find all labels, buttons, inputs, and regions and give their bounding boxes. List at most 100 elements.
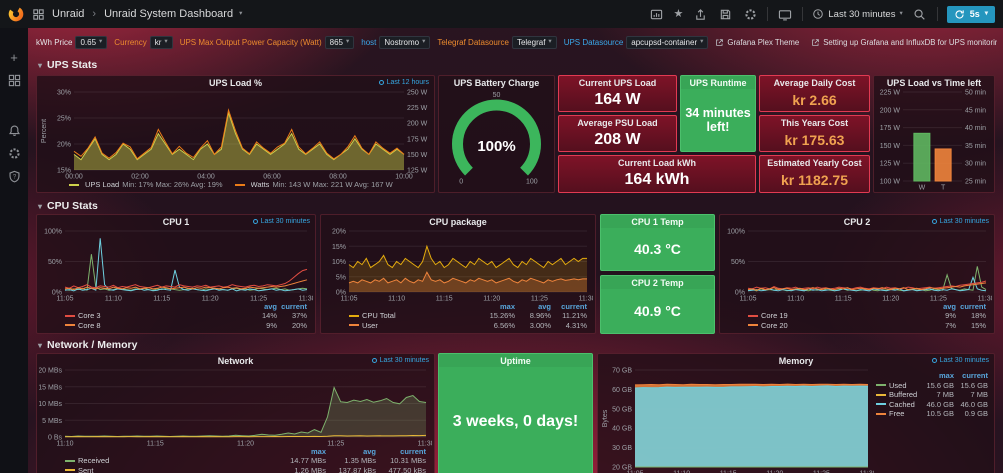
help-shield-icon[interactable]: ? (7, 169, 21, 183)
dashboards-icon[interactable] (7, 73, 21, 87)
legend-item[interactable]: UPS Load Min: 17% Max: 26% Avg: 19% (69, 180, 223, 189)
chart-plot[interactable]: 30% 25% 20% 15% 250 W 225 W 200 W 175 W 150 W 125… (39, 89, 432, 181)
legend-item[interactable]: Watts Min: 143 W Max: 221 W Avg: 167 W (234, 180, 393, 189)
panel-title[interactable]: CPU package (429, 217, 487, 227)
legend-row[interactable]: Cached 46.0 GB 46.0 GB (876, 400, 988, 410)
variable-value-dropdown[interactable]: kr ▾ (149, 35, 173, 49)
dashboard-title-caret-icon[interactable]: ▾ (239, 9, 243, 17)
variable-value-dropdown[interactable]: Nostromo ▾ (379, 35, 431, 49)
svg-text:125 W: 125 W (407, 168, 428, 175)
link-grafana-plex-theme[interactable]: Grafana Plex Theme (715, 38, 799, 47)
variable-value-dropdown[interactable]: 0.65 ▾ (75, 35, 108, 49)
share-icon[interactable] (692, 6, 708, 22)
legend-row[interactable]: Sent 1.26 MBs 137.87 kBs 477.50 kBs (65, 466, 426, 473)
ups-load-vs-time-chart[interactable]: 225 W 200 W 175 W 150 W 125 W 100 W 50 min 45 m… (874, 89, 994, 192)
star-icon[interactable]: ★ (673, 7, 684, 20)
series-color-swatch (876, 412, 886, 415)
panel-title[interactable]: Average PSU Load (577, 118, 658, 128)
panel-title[interactable]: Network (217, 356, 254, 366)
svg-text:0 Bs: 0 Bs (48, 435, 63, 442)
ups-load-chart[interactable]: 30% 25% 20% 15% 250 W 225 W 200 W 175 W 150 W 125… (37, 89, 434, 192)
network-chart[interactable]: 20 MBs 15 MBs 10 MBs 5 MBs 0 Bs 11:10 11:15 11:… (37, 367, 434, 473)
legend-row[interactable]: Core 8 9% 20% (65, 321, 307, 331)
grafana-logo-icon[interactable] (8, 6, 24, 22)
legend-row[interactable]: Free 10.5 GB 0.9 GB (876, 409, 988, 419)
zoom-out-icon[interactable] (912, 6, 928, 22)
variable-value-dropdown[interactable]: apcupsd-container ▾ (626, 35, 709, 49)
legend-row[interactable]: Received 14.77 MBs 1.35 MBs 10.31 MBs (65, 456, 426, 466)
panel-title[interactable]: UPS Battery Charge (453, 78, 540, 88)
time-range-picker[interactable]: Last 30 minutes ▾ (812, 8, 903, 20)
panel-title[interactable]: Estimated Yearly Cost (767, 158, 862, 168)
legend-row[interactable]: Core 20 7% 15% (748, 321, 986, 331)
time-range-label: Last 30 minutes (828, 8, 896, 20)
cpu1-chart[interactable]: 100% 50% 0%11:05 11:10 11:15 11:20 11:25 11:30a… (37, 228, 316, 333)
variable-value-dropdown[interactable]: 865 ▾ (324, 35, 355, 49)
legend-row[interactable]: Core 3 14% 37% (65, 311, 307, 321)
memory-chart[interactable]: 70 GB 60 GB 50 GB 40 GB 30 GB 20 GB Bytes 11:05… (598, 367, 994, 473)
cpu-package-chart[interactable]: 20% 15% 10% 5% 0% 11:05 11:10 11:15 11:20 11:25 11… (321, 228, 596, 333)
row-header-network-memory[interactable]: ▾ Network / Memory (38, 339, 138, 351)
stat-value: 164 kWh (624, 171, 690, 189)
refresh-control[interactable]: 5s ▾ (946, 5, 995, 23)
panel-title[interactable]: Current UPS Load (578, 78, 657, 88)
create-plus-icon[interactable]: + (10, 49, 18, 65)
legend-header: avg current (264, 301, 307, 311)
cpu2-chart[interactable]: 100% 50% 0%11:05 11:10 11:15 11:20 11:25 11:30a… (720, 228, 995, 333)
panel-title[interactable]: Memory (778, 356, 814, 366)
battery-gauge[interactable]: 0 50 100 100% (439, 89, 554, 192)
breadcrumb-app[interactable]: Unraid (52, 8, 85, 20)
legend-row[interactable]: CPU Total 15.26% 8.96% 11.21% (349, 311, 587, 321)
panel-title[interactable]: UPS Runtime (681, 76, 755, 89)
panel-title[interactable]: CPU 2 (843, 217, 871, 227)
chart-plot[interactable]: 0 50 100 100% (441, 89, 552, 191)
variable-label: UPS Max Output Power Capacity (Watt) (179, 37, 322, 47)
svg-text:50 min: 50 min (965, 90, 986, 97)
svg-text:100%: 100% (44, 229, 62, 236)
panel-title[interactable]: UPS Load vs Time left (886, 78, 982, 88)
chart-plot[interactable]: 100% 50% 0%11:05 11:10 11:15 11:20 11:25 11:30 (722, 228, 995, 303)
row-header-ups-stats[interactable]: ▾ UPS Stats (38, 59, 98, 71)
link-ups-monitoring-guide[interactable]: Setting up Grafana and InfluxDB for UPS … (811, 38, 997, 47)
clock-icon (813, 9, 824, 19)
settings-gear-icon[interactable] (742, 6, 758, 22)
panel-cpu1-temp: CPU 1 Temp 40.3 °C (600, 214, 715, 271)
panel-title[interactable]: Uptime (439, 354, 592, 367)
svg-text:11:10: 11:10 (388, 296, 405, 303)
chart-plot[interactable]: 225 W 200 W 175 W 150 W 125 W 100 W 50 min 45 m… (876, 89, 992, 192)
legend-row[interactable]: User 6.56% 3.00% 4.31% (349, 321, 587, 331)
panel-title[interactable]: CPU 1 (162, 217, 190, 227)
clock-icon (252, 219, 258, 224)
panel-title[interactable]: UPS Load % (208, 78, 262, 88)
chevron-down-icon: ▾ (422, 37, 426, 45)
row-header-cpu-stats[interactable]: ▾ CPU Stats (38, 200, 98, 212)
svg-text:50%: 50% (731, 259, 745, 266)
configuration-gear-icon[interactable] (7, 146, 21, 160)
legend-row[interactable]: Core 19 9% 18% (748, 311, 986, 321)
row-ups-stats: UPS Load % Last 12 hours 30% 25% 20% 15% 250… (28, 75, 1003, 193)
svg-text:5 MBs: 5 MBs (42, 418, 62, 425)
chart-plot[interactable]: 70 GB 60 GB 50 GB 40 GB 30 GB 20 GB Bytes 11:05… (600, 367, 877, 473)
add-panel-icon[interactable] (649, 6, 665, 22)
variable-value-dropdown[interactable]: Telegraf ▾ (511, 35, 557, 49)
panel-title[interactable]: Average Daily Cost (773, 78, 856, 88)
chart-plot[interactable]: 100% 50% 0%11:05 11:10 11:15 11:20 11:25 11:30 (39, 228, 316, 303)
gauge-svg: 0 50 100 100% (452, 92, 541, 185)
save-icon[interactable] (717, 6, 733, 22)
legend-row[interactable]: Used 15.6 GB 15.6 GB (876, 381, 988, 391)
chart-plot[interactable]: 20 MBs 15 MBs 10 MBs 5 MBs 0 Bs 11:10 11:15 11:… (38, 367, 434, 448)
variable-kwh-price: kWh Price 0.65 ▾ (36, 35, 108, 49)
svg-text:11:25: 11:25 (813, 471, 830, 473)
dashboard-title[interactable]: Unraid System Dashboard (104, 8, 234, 20)
chart-plot[interactable]: 20% 15% 10% 5% 0% 11:05 11:10 11:15 11:20 11:25 11… (323, 228, 596, 303)
navbar-divider (802, 7, 804, 21)
svg-text:11:05: 11:05 (341, 296, 358, 303)
alerting-bell-icon[interactable] (7, 123, 21, 137)
tv-cycle-icon[interactable] (777, 6, 793, 22)
panel-title[interactable]: CPU 2 Temp (601, 276, 714, 289)
legend-header: avg current (943, 301, 986, 311)
panel-title[interactable]: This Years Cost (780, 118, 849, 128)
panel-title[interactable]: Current Load kWh (618, 158, 696, 168)
panel-title[interactable]: CPU 1 Temp (601, 215, 714, 228)
legend-row[interactable]: Buffered 7 MB 7 MB (876, 390, 988, 400)
